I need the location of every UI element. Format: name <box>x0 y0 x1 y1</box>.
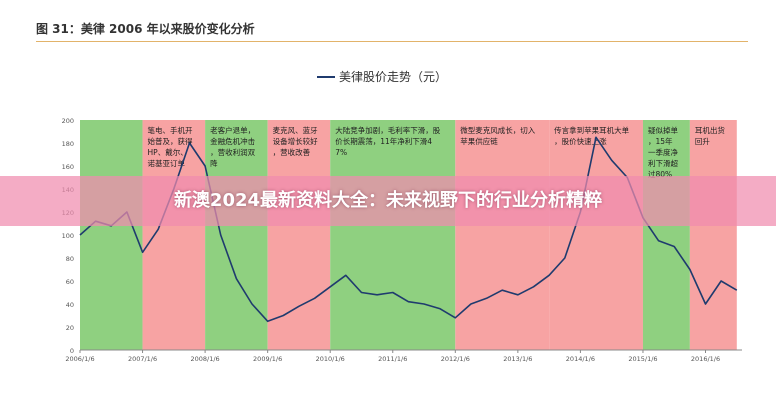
period-annotation: 疑似掉单，15年一季度净利下滑超过80% <box>648 125 678 179</box>
x-tick-label: 2014/1/6 <box>566 355 595 363</box>
annotation-line: 大陆竞争加剧，毛利率下滑，股 <box>335 125 440 135</box>
y-tick-label: 100 <box>62 232 74 240</box>
period-band <box>689 120 737 350</box>
x-tick-label: 2013/1/6 <box>503 355 532 363</box>
annotation-line: 麦克风、蓝牙 <box>273 125 318 135</box>
annotation-line: 7% <box>335 148 347 157</box>
x-tick-label: 2007/1/6 <box>128 355 157 363</box>
y-tick-label: 200 <box>62 117 74 125</box>
annotation-line: 耳机出货 <box>695 125 725 135</box>
annotation-line: 疑似掉单 <box>648 125 678 135</box>
x-tick-label: 2011/1/6 <box>378 355 407 363</box>
annotation-line: 老客户退单， <box>210 125 255 135</box>
annotation-line: ，营收改善 <box>273 147 311 157</box>
period-band <box>455 120 550 350</box>
period-band <box>267 120 331 350</box>
annotation-line: 金融危机冲击 <box>210 136 255 146</box>
annotation-line: 利下滑超 <box>648 158 678 168</box>
period-annotation: 耳机出货回升 <box>695 125 725 146</box>
legend-label: 美律股价走势（元） <box>339 70 447 84</box>
y-tick-label: 80 <box>66 255 74 263</box>
period-annotation: 大陆竞争加剧，毛利率下滑，股价长期震荡，11年净利下滑4 7% <box>335 125 440 157</box>
period-annotation: 笔电、手机开始普及，获得 HP、戴尔、诺基亚订单 <box>148 125 193 168</box>
annotation-line: 回升 <box>695 137 710 146</box>
period-band <box>549 120 643 350</box>
period-annotation: 老客户退单，金融危机冲击，营收利润双降 <box>210 125 255 168</box>
x-tick-label: 2006/1/6 <box>65 355 94 363</box>
annotation-line: 价长期震荡，11年净利下滑4 <box>335 136 432 146</box>
period-annotations: 笔电、手机开始普及，获得 HP、戴尔、诺基亚订单老客户退单，金融危机冲击，营收利润… <box>148 125 726 179</box>
period-annotation: 微型麦克风成长，切入苹果供应链 <box>460 125 535 146</box>
x-tick-label: 2015/1/6 <box>628 355 657 363</box>
x-tick-label: 2008/1/6 <box>191 355 220 363</box>
annotation-line: 始普及，获得 <box>148 136 193 146</box>
x-tick-label: 2009/1/6 <box>253 355 282 363</box>
period-band <box>205 120 268 350</box>
y-tick-label: 60 <box>66 278 74 286</box>
period-bands <box>80 120 737 350</box>
annotation-line: ，15年 <box>648 136 673 146</box>
overlay-banner: 新澳2024最新资料大全：未来视野下的行业分析精粹 <box>0 176 776 226</box>
annotation-line: 笔电、手机开 <box>148 125 193 135</box>
annotation-line: 一季度净 <box>648 147 678 157</box>
x-tick-label: 2016/1/6 <box>691 355 720 363</box>
annotation-line: 微型麦克风成长，切入 <box>460 125 535 135</box>
y-tick-label: 160 <box>62 163 74 171</box>
period-band <box>330 120 456 350</box>
x-tick-label: 2010/1/6 <box>316 355 345 363</box>
period-annotation: 麦克风、蓝牙设备增长较好，营收改善 <box>273 125 318 157</box>
x-tick-label: 2012/1/6 <box>441 355 470 363</box>
period-band <box>80 120 143 350</box>
chart-legend: 美律股价走势（元） <box>317 70 447 84</box>
y-tick-label: 0 <box>70 347 74 355</box>
annotation-line: 过80% <box>648 169 672 179</box>
title-rule <box>36 41 748 42</box>
annotation-line: 传言拿到苹果耳机大单 <box>554 125 629 135</box>
banner-text: 新澳2024最新资料大全：未来视野下的行业分析精粹 <box>173 190 603 211</box>
annotation-line: ，股价快速上涨 <box>554 136 607 146</box>
annotation-line: ，营收利润双 <box>210 147 255 157</box>
annotation-line: 设备增长较好 <box>273 136 318 146</box>
y-tick-label: 40 <box>66 301 74 309</box>
period-band <box>642 120 690 350</box>
period-band <box>142 120 206 350</box>
annotation-line: 降 <box>210 158 218 168</box>
annotation-line: 苹果供应链 <box>460 136 498 146</box>
period-annotation: 传言拿到苹果耳机大单，股价快速上涨 <box>554 125 629 146</box>
figure-title: 图 31：美律 2006 年以来股价变化分析 <box>36 22 255 36</box>
y-tick-label: 180 <box>62 140 74 148</box>
annotation-line: 诺基亚订单 <box>148 158 186 168</box>
annotation-line: HP、戴尔、 <box>148 147 188 157</box>
y-tick-label: 20 <box>66 324 74 332</box>
